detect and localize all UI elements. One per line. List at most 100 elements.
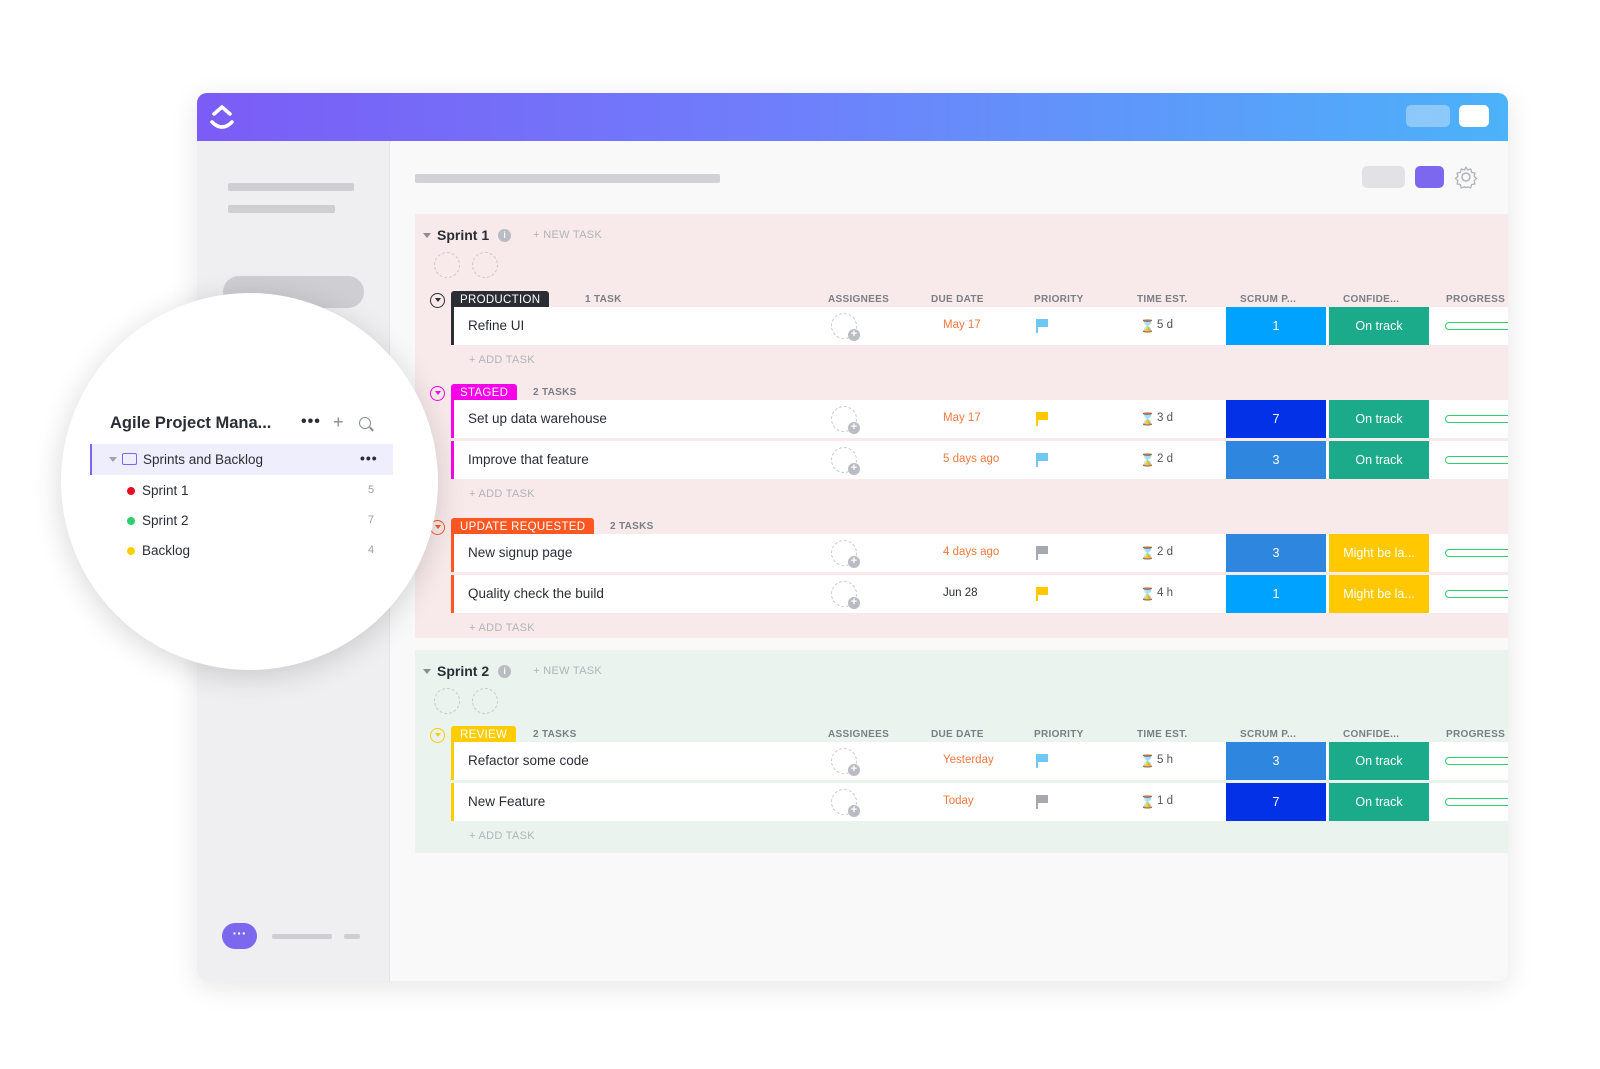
table-row[interactable]: Refine UI May 17 ⌛ 5 d 1 On track: [451, 307, 1508, 345]
table-row[interactable]: New signup page 4 days ago ⌛ 2 d 3 Might…: [451, 534, 1508, 572]
task-name[interactable]: Improve that feature: [468, 452, 589, 467]
add-assignee-icon[interactable]: [831, 540, 860, 568]
due-date[interactable]: 4 days ago: [943, 546, 1000, 558]
column-header-time-est[interactable]: TIME EST.: [1137, 729, 1188, 740]
due-date[interactable]: May 17: [943, 319, 981, 331]
confidence-badge[interactable]: Might be la...: [1329, 575, 1429, 613]
scrum-points[interactable]: 7: [1226, 400, 1326, 438]
priority-flag-icon[interactable]: [1036, 587, 1048, 601]
due-date[interactable]: Today: [943, 795, 974, 807]
time-estimate[interactable]: 2 d: [1157, 453, 1173, 465]
caret-down-icon[interactable]: [423, 668, 431, 674]
confidence-badge[interactable]: On track: [1329, 783, 1429, 821]
column-header-assignees[interactable]: ASSIGNEES: [828, 294, 890, 305]
column-header-progress[interactable]: PROGRESS: [1446, 294, 1506, 305]
confidence-badge[interactable]: On track: [1329, 307, 1429, 345]
add-assignee-icon[interactable]: [831, 447, 860, 475]
info-icon[interactable]: i: [498, 664, 512, 678]
flag-filter-icon[interactable]: [434, 252, 460, 278]
sidebar-item-backlog[interactable]: Backlog 4: [127, 542, 377, 560]
collapse-icon[interactable]: [430, 728, 445, 743]
sidebar-item-sprint-1[interactable]: Sprint 1 5: [127, 482, 377, 500]
add-task-button[interactable]: + ADD TASK: [469, 830, 535, 842]
add-assignee-icon[interactable]: [831, 406, 860, 434]
confidence-badge[interactable]: Might be la...: [1329, 534, 1429, 572]
due-date[interactable]: 5 days ago: [943, 453, 1000, 465]
clickup-logo-icon[interactable]: [207, 101, 237, 133]
assignee-filter-icon[interactable]: [472, 252, 498, 278]
scrum-points[interactable]: 3: [1226, 441, 1326, 479]
priority-flag-icon[interactable]: [1036, 319, 1048, 333]
chat-icon[interactable]: ···: [222, 923, 257, 949]
table-row[interactable]: Refactor some code Yesterday ⌛ 5 h 3 On …: [451, 742, 1508, 780]
new-task-button[interactable]: + NEW TASK: [533, 665, 603, 677]
plus-icon[interactable]: +: [333, 412, 344, 432]
add-task-button[interactable]: + ADD TASK: [469, 622, 535, 634]
sprint-title[interactable]: Sprint 1: [437, 227, 490, 243]
column-header-confidence[interactable]: CONFIDE...: [1343, 729, 1400, 740]
column-header-confidence[interactable]: CONFIDE...: [1343, 294, 1400, 305]
view-button-active[interactable]: [1415, 166, 1444, 188]
new-task-button[interactable]: + NEW TASK: [533, 229, 603, 241]
caret-down-icon[interactable]: [423, 232, 431, 238]
assignee-filter-icon[interactable]: [472, 688, 498, 714]
confidence-badge[interactable]: On track: [1329, 400, 1429, 438]
priority-flag-icon[interactable]: [1036, 795, 1048, 809]
search-icon[interactable]: [359, 417, 371, 429]
task-name[interactable]: Set up data warehouse: [468, 411, 607, 426]
flag-filter-icon[interactable]: [434, 688, 460, 714]
table-row[interactable]: Set up data warehouse May 17 ⌛ 3 d 7 On …: [451, 400, 1508, 438]
due-date[interactable]: May 17: [943, 412, 981, 424]
table-row[interactable]: New Feature Today ⌛ 1 d 7 On track: [451, 783, 1508, 821]
column-header-assignees[interactable]: ASSIGNEES: [828, 729, 890, 740]
add-task-button[interactable]: + ADD TASK: [469, 488, 535, 500]
sidebar-folder-sprints-and-backlog[interactable]: Sprints and Backlog •••: [90, 444, 393, 475]
task-name[interactable]: Refactor some code: [468, 753, 589, 768]
due-date[interactable]: Jun 28: [943, 587, 978, 599]
more-icon[interactable]: •••: [301, 413, 321, 430]
column-header-due-date[interactable]: DUE DATE: [931, 729, 984, 740]
add-task-button[interactable]: + ADD TASK: [469, 354, 535, 366]
table-row[interactable]: Improve that feature 5 days ago ⌛ 2 d 3 …: [451, 441, 1508, 479]
time-estimate[interactable]: 5 h: [1157, 754, 1173, 766]
info-icon[interactable]: i: [498, 228, 512, 242]
confidence-badge[interactable]: On track: [1329, 742, 1429, 780]
task-name[interactable]: New Feature: [468, 794, 546, 809]
scrum-points[interactable]: 1: [1226, 575, 1326, 613]
time-estimate[interactable]: 2 d: [1157, 546, 1173, 558]
task-name[interactable]: New signup page: [468, 545, 573, 560]
priority-flag-icon[interactable]: [1036, 453, 1048, 467]
time-estimate[interactable]: 4 h: [1157, 587, 1173, 599]
add-assignee-icon[interactable]: [831, 313, 860, 341]
task-name[interactable]: Quality check the build: [468, 586, 604, 601]
caret-down-icon[interactable]: [109, 457, 117, 462]
sprint-title[interactable]: Sprint 2: [437, 663, 490, 679]
scrum-points[interactable]: 7: [1226, 783, 1326, 821]
scrum-points[interactable]: 3: [1226, 534, 1326, 572]
add-assignee-icon[interactable]: [831, 789, 860, 817]
column-header-scrum[interactable]: SCRUM P...: [1240, 294, 1297, 305]
scrum-points[interactable]: 1: [1226, 307, 1326, 345]
workspace-title[interactable]: Agile Project Mana...: [110, 414, 272, 432]
collapse-icon[interactable]: [430, 293, 445, 308]
time-estimate[interactable]: 1 d: [1157, 795, 1173, 807]
scrum-points[interactable]: 3: [1226, 742, 1326, 780]
more-icon[interactable]: •••: [360, 450, 378, 466]
column-header-progress[interactable]: PROGRESS: [1446, 729, 1506, 740]
confidence-badge[interactable]: On track: [1329, 441, 1429, 479]
topbar-button[interactable]: [1406, 105, 1450, 127]
due-date[interactable]: Yesterday: [943, 754, 994, 766]
priority-flag-icon[interactable]: [1036, 754, 1048, 768]
priority-flag-icon[interactable]: [1036, 546, 1048, 560]
collapse-icon[interactable]: [430, 386, 445, 401]
task-name[interactable]: Refine UI: [468, 318, 525, 333]
topbar-button[interactable]: [1459, 105, 1489, 127]
time-estimate[interactable]: 3 d: [1157, 412, 1173, 424]
time-estimate[interactable]: 5 d: [1157, 319, 1173, 331]
column-header-scrum[interactable]: SCRUM P...: [1240, 729, 1297, 740]
column-header-time-est[interactable]: TIME EST.: [1137, 294, 1188, 305]
gear-icon[interactable]: [1454, 165, 1478, 189]
add-assignee-icon[interactable]: [831, 581, 860, 609]
column-header-priority[interactable]: PRIORITY: [1034, 294, 1084, 305]
column-header-priority[interactable]: PRIORITY: [1034, 729, 1084, 740]
